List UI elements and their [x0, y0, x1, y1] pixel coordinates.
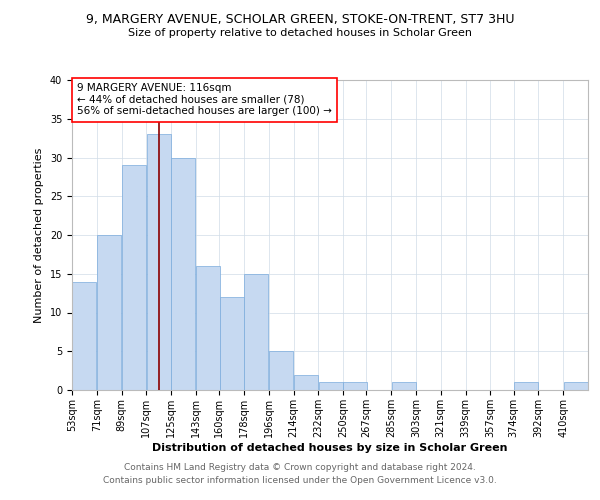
Bar	[172, 158, 196, 390]
Bar	[294, 374, 318, 390]
Bar	[146, 134, 171, 390]
Text: Contains HM Land Registry data © Crown copyright and database right 2024.: Contains HM Land Registry data © Crown c…	[124, 464, 476, 472]
Y-axis label: Number of detached properties: Number of detached properties	[34, 148, 44, 322]
Bar	[319, 382, 343, 390]
Text: Contains public sector information licensed under the Open Government Licence v3: Contains public sector information licen…	[103, 476, 497, 485]
Bar	[244, 274, 268, 390]
Bar	[392, 382, 416, 390]
Bar	[343, 382, 367, 390]
Text: 9 MARGERY AVENUE: 116sqm
← 44% of detached houses are smaller (78)
56% of semi-d: 9 MARGERY AVENUE: 116sqm ← 44% of detach…	[77, 83, 332, 116]
Bar	[269, 351, 293, 390]
Bar	[563, 382, 587, 390]
X-axis label: Distribution of detached houses by size in Scholar Green: Distribution of detached houses by size …	[152, 442, 508, 452]
Bar	[196, 266, 220, 390]
Bar	[73, 282, 97, 390]
Text: Size of property relative to detached houses in Scholar Green: Size of property relative to detached ho…	[128, 28, 472, 38]
Bar	[122, 165, 146, 390]
Bar	[220, 297, 244, 390]
Bar	[97, 235, 121, 390]
Bar	[514, 382, 538, 390]
Text: 9, MARGERY AVENUE, SCHOLAR GREEN, STOKE-ON-TRENT, ST7 3HU: 9, MARGERY AVENUE, SCHOLAR GREEN, STOKE-…	[86, 12, 514, 26]
